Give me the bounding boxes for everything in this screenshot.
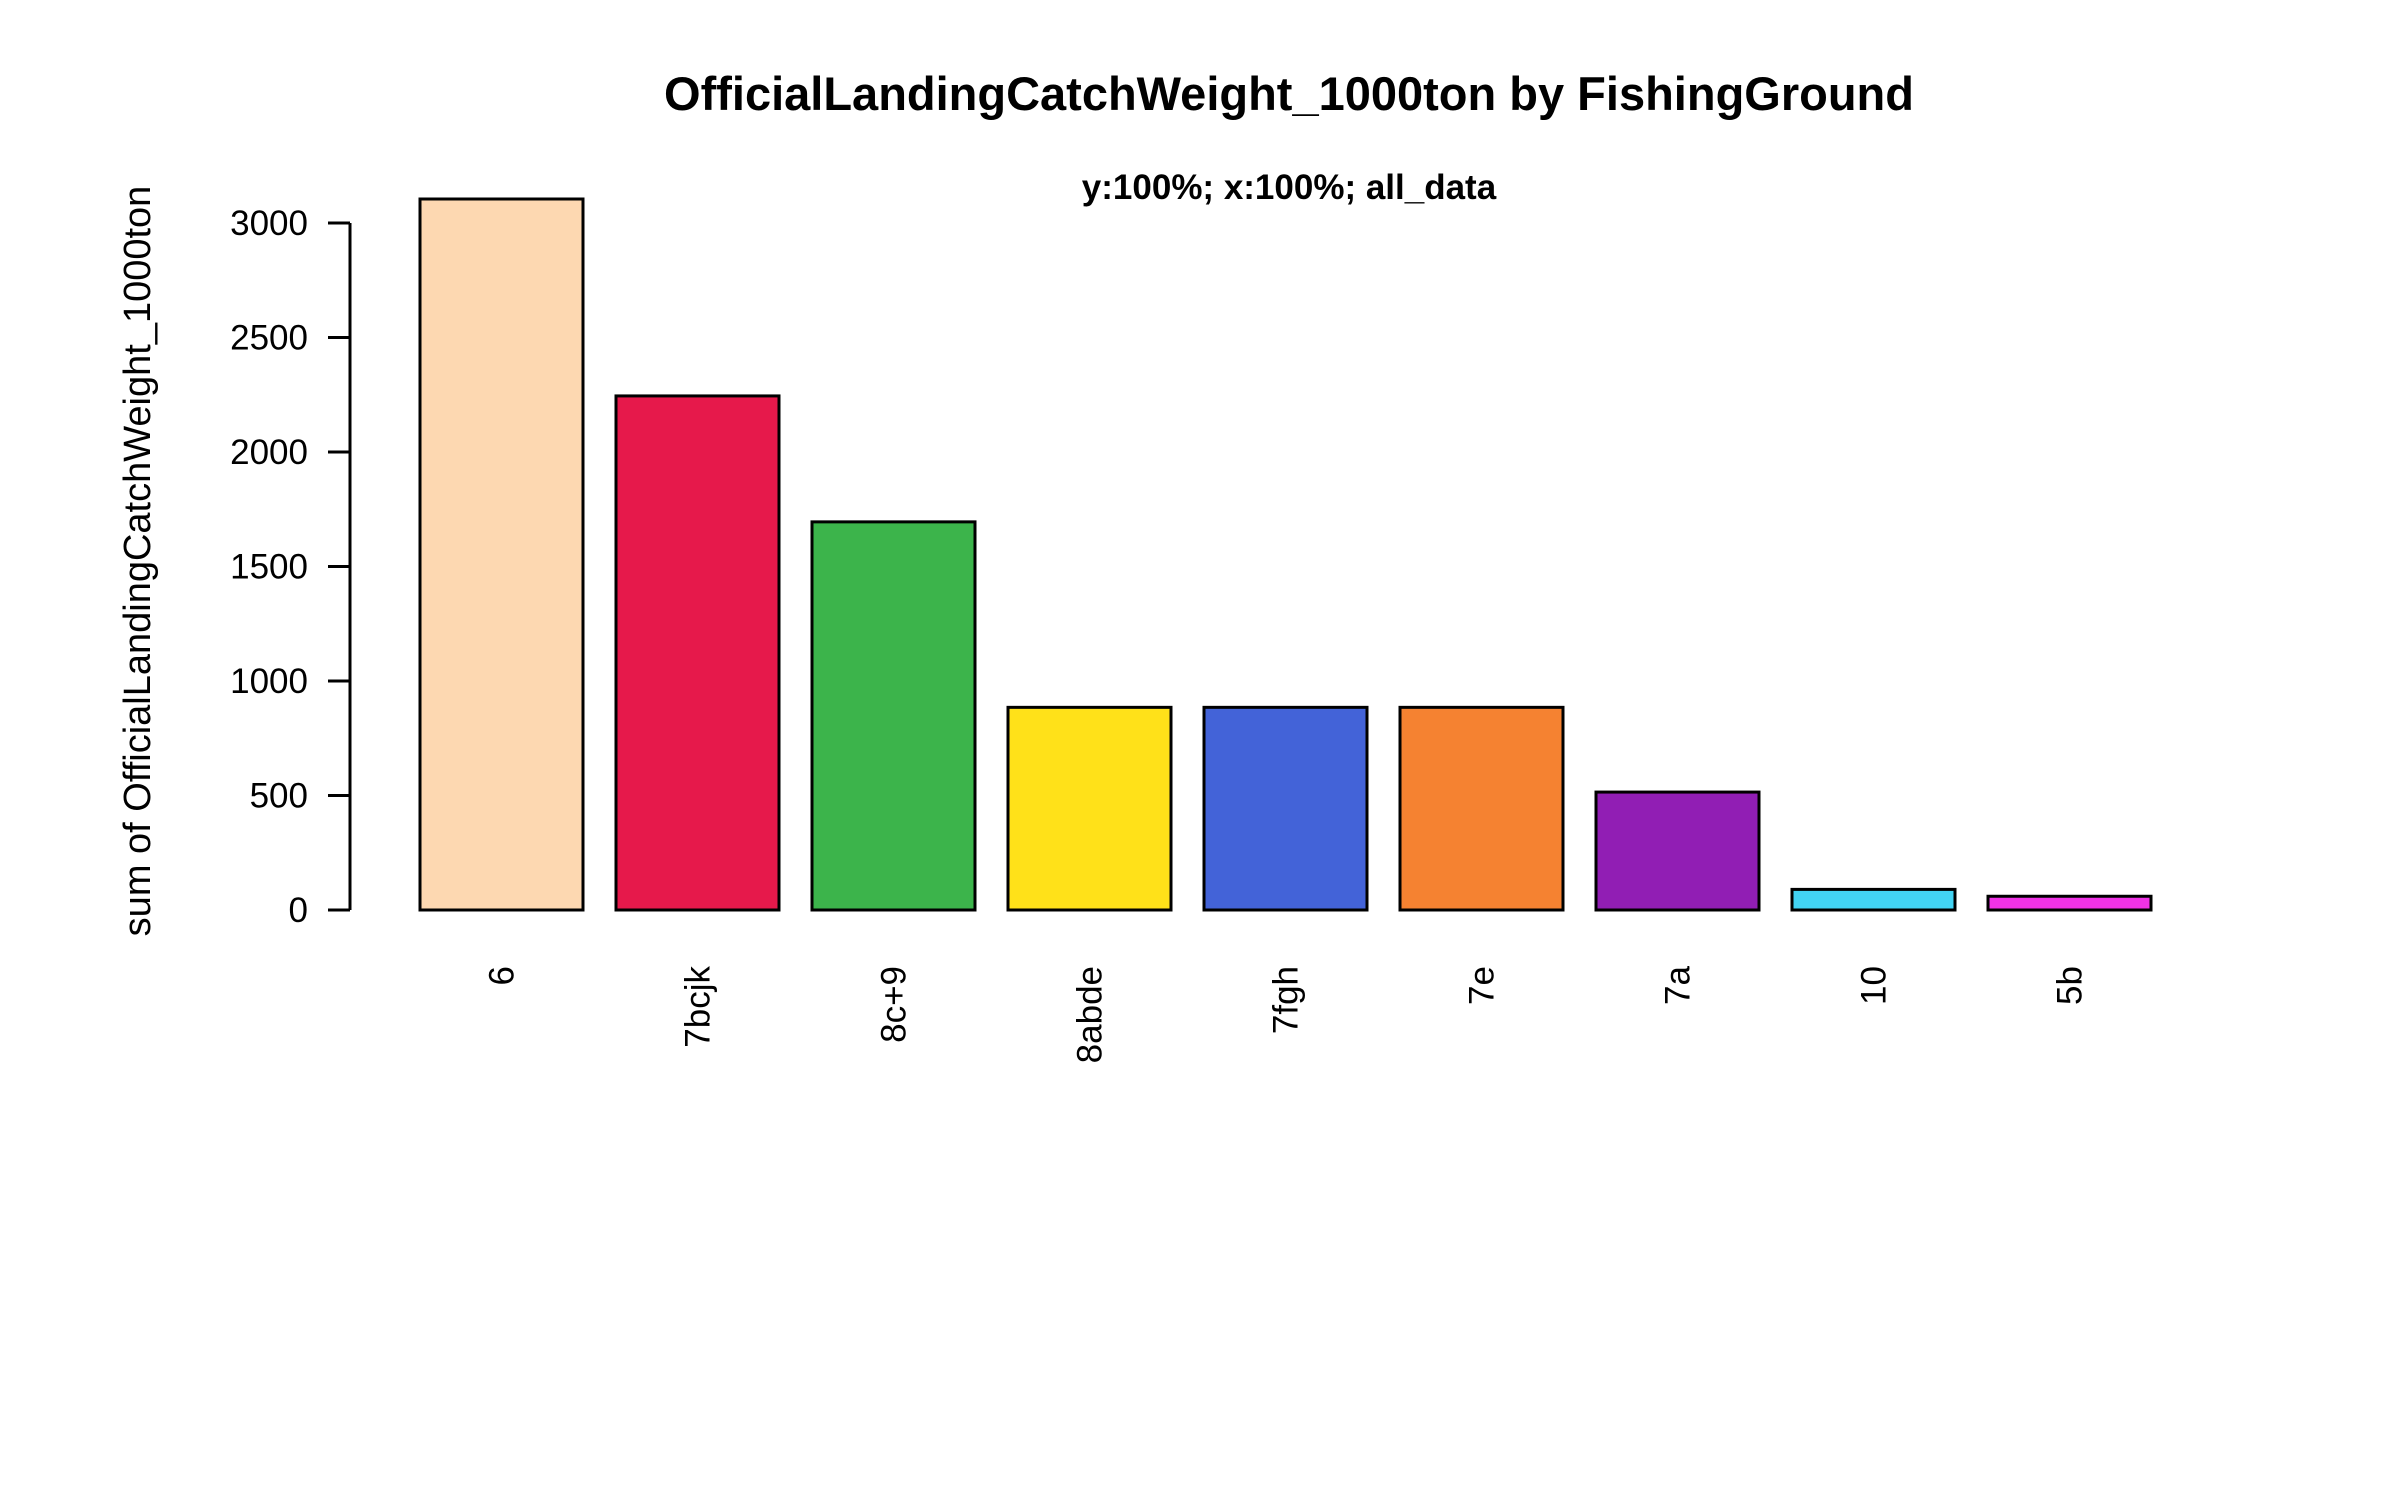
bar-6 bbox=[418, 197, 585, 912]
x-tick-label: 10 bbox=[1855, 966, 1894, 1005]
bar-8c+9 bbox=[810, 520, 977, 912]
y-tick-label: 2000 bbox=[230, 433, 308, 472]
bar-7fgh bbox=[1202, 705, 1369, 912]
bar-7bcjk bbox=[614, 394, 781, 912]
bar-10 bbox=[1790, 887, 1957, 912]
y-axis: 0 500 1000 1500 2000 2500 3000 bbox=[230, 204, 352, 930]
chart-title: OfficialLandingCatchWeight_1000ton by Fi… bbox=[664, 67, 1914, 120]
x-axis-labels: 6 7bcjk 8c+9 8abde 7fgh 7e 7a 10 5b bbox=[483, 965, 2090, 1063]
y-tick-label: 1000 bbox=[230, 662, 308, 701]
x-tick-label: 7e bbox=[1463, 966, 1502, 1005]
bars bbox=[418, 197, 2153, 912]
bar-7a bbox=[1594, 790, 1761, 912]
x-tick-label: 8c+9 bbox=[875, 966, 914, 1043]
bar-8abde bbox=[1006, 705, 1173, 912]
x-tick-label: 8abde bbox=[1071, 966, 1110, 1063]
x-tick-label: 7a bbox=[1659, 965, 1698, 1004]
y-tick-label: 3000 bbox=[230, 204, 308, 243]
x-tick-label: 5b bbox=[2051, 966, 2090, 1005]
y-tick-label: 1500 bbox=[230, 548, 308, 587]
x-tick-label: 6 bbox=[483, 966, 522, 985]
bar-7e bbox=[1398, 705, 1565, 912]
y-axis-label: sum of OfficialLandingCatchWeight_1000to… bbox=[117, 186, 159, 937]
x-tick-label: 7bcjk bbox=[679, 966, 718, 1048]
y-tick-label: 2500 bbox=[230, 319, 308, 358]
chart-subtitle: y:100%; x:100%; all_data bbox=[1082, 168, 1497, 207]
bar-5b bbox=[1986, 894, 2153, 912]
x-tick-label: 7fgh bbox=[1267, 966, 1306, 1034]
y-tick-label: 500 bbox=[250, 777, 308, 816]
y-tick-label: 0 bbox=[289, 891, 308, 930]
